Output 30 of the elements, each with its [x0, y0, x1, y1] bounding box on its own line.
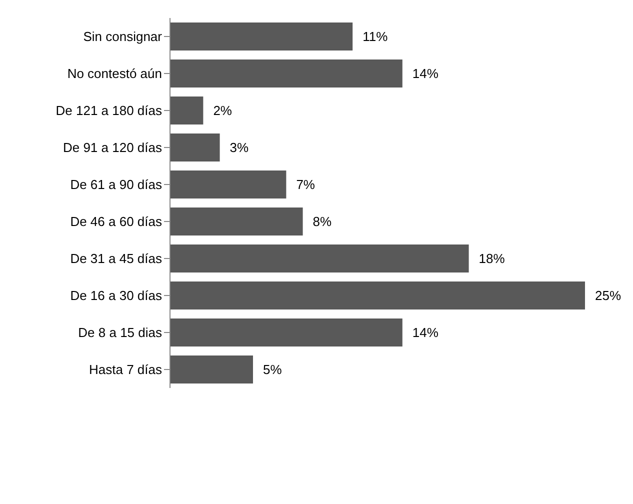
bar — [170, 318, 402, 346]
data-label: 14% — [412, 66, 439, 82]
data-label: 14% — [412, 325, 439, 340]
bar — [170, 355, 253, 384]
data-label: 2% — [213, 103, 232, 118]
data-label: 3% — [230, 140, 250, 156]
data-label: 8% — [312, 214, 332, 230]
y-tick-label: De 91 a 120 días — [62, 140, 162, 156]
y-tick-label: De 31 a 45 días — [70, 251, 162, 266]
data-label: 11% — [362, 29, 388, 44]
bar — [170, 281, 585, 310]
y-tick-label: De 121 a 180 días — [56, 103, 162, 118]
y-tick-label: De 8 a 15 dias — [78, 325, 162, 340]
data-label: 7% — [296, 177, 316, 192]
data-label: 5% — [263, 362, 282, 378]
bar — [170, 170, 286, 198]
data-label: 18% — [478, 251, 506, 266]
y-tick-label: De 46 a 60 días — [70, 214, 162, 230]
y-tick-label: De 61 a 90 días — [70, 177, 162, 192]
bar — [170, 22, 353, 50]
bar — [170, 133, 220, 162]
y-tick-label: No contestó aún — [67, 66, 162, 82]
bar — [170, 244, 469, 272]
data-label: 25% — [595, 288, 622, 304]
bar — [170, 207, 303, 236]
bar — [170, 59, 402, 88]
y-tick-label: De 16 a 30 días — [70, 288, 162, 304]
y-tick-label: Hasta 7 días — [89, 362, 162, 378]
y-tick-label: Sin consignar — [83, 29, 163, 44]
bar — [170, 96, 204, 124]
